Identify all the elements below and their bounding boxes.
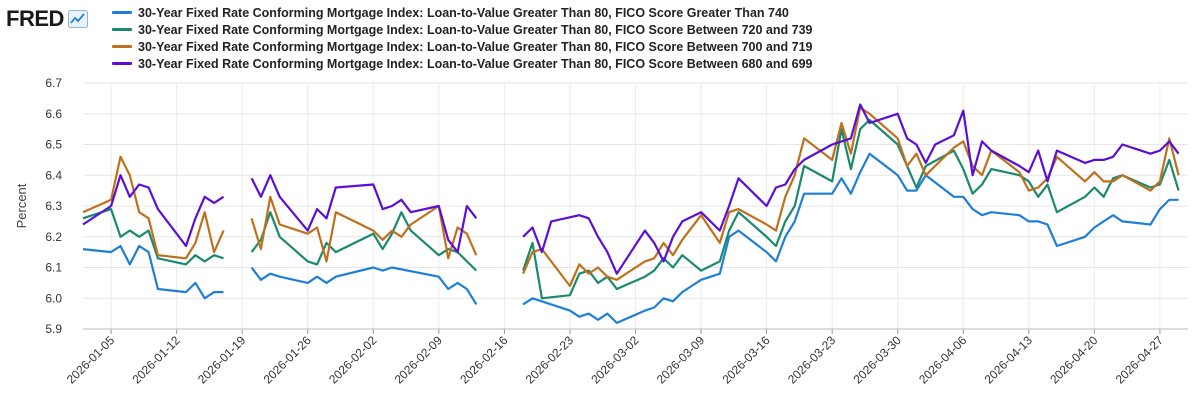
series-line-4 (82, 103, 1180, 275)
series-segment[interactable] (82, 174, 225, 248)
series-segment[interactable] (82, 155, 225, 260)
series-line-3 (82, 106, 1180, 288)
legend-label: 30-Year Fixed Rate Conforming Mortgage I… (138, 22, 813, 37)
y-tick-label: 6.2 (45, 230, 62, 244)
legend-swatch (112, 28, 132, 31)
y-tick-label: 6.0 (45, 291, 62, 305)
legend-swatch (112, 45, 132, 48)
y-tick-label: 6.7 (45, 76, 62, 90)
x-axis: 2026-01-05 2026-01-12 2026-01-19 2026-01-26… (64, 328, 1188, 387)
legend-item[interactable]: 30-Year Fixed Rate Conforming Mortgage I… (112, 4, 812, 21)
legend-label: 30-Year Fixed Rate Conforming Mortgage I… (138, 5, 789, 20)
x-tick-label: 2026-01-12 (129, 333, 183, 387)
x-tick-label: 2026-02-16 (457, 333, 511, 387)
y-tick-label: 6.3 (45, 199, 62, 213)
x-tick-label: 2026-02-02 (326, 333, 380, 387)
x-tick-label: 2026-04-13 (982, 333, 1036, 387)
x-tick-label: 2026-01-19 (195, 333, 249, 387)
series-segment[interactable] (82, 244, 224, 300)
series-segment[interactable] (250, 195, 478, 263)
series-segment[interactable] (522, 118, 1180, 300)
y-tick-label: 6.5 (45, 138, 62, 152)
legend-swatch (112, 62, 132, 65)
y-axis: 5.9 6.0 6.1 6.2 6.3 6.4 6.5 6.6 6.7 (45, 76, 62, 336)
x-tick-label: 2026-04-27 (1113, 333, 1167, 387)
series-segment[interactable] (522, 103, 1180, 275)
fred-logo[interactable]: FRED (6, 6, 88, 32)
chart-header: FRED 30-Year Fixed Rate Conforming Mortg… (0, 0, 1200, 84)
series-segment[interactable] (250, 266, 478, 305)
y-tick-label: 6.1 (45, 261, 62, 275)
x-tick-label: 2026-03-16 (719, 333, 773, 387)
chart-series (82, 103, 1180, 324)
series-segment[interactable] (522, 106, 1180, 288)
y-tick-label: 5.9 (45, 322, 62, 336)
legend-label: 30-Year Fixed Rate Conforming Mortgage I… (138, 39, 813, 54)
y-tick-label: 6.6 (45, 107, 62, 121)
series-line-1 (82, 152, 1179, 324)
legend-item[interactable]: 30-Year Fixed Rate Conforming Mortgage I… (112, 55, 812, 72)
x-tick-label: 2026-03-30 (851, 333, 905, 387)
chart-legend: 30-Year Fixed Rate Conforming Mortgage I… (112, 4, 812, 72)
y-axis-label: Percent (14, 183, 29, 228)
x-tick-label: 2026-04-20 (1047, 333, 1101, 387)
line-chart-icon (67, 10, 88, 28)
legend-item[interactable]: 30-Year Fixed Rate Conforming Mortgage I… (112, 21, 812, 38)
x-tick-label: 2026-02-09 (392, 333, 446, 387)
x-tick-label: 2026-01-05 (64, 333, 118, 387)
legend-label: 30-Year Fixed Rate Conforming Mortgage I… (138, 56, 813, 71)
x-tick-label: 2026-03-09 (654, 333, 708, 387)
series-segment[interactable] (522, 152, 1179, 324)
x-tick-label: 2026-03-02 (588, 333, 642, 387)
x-tick-label: 2026-04-06 (916, 333, 970, 387)
legend-item[interactable]: 30-Year Fixed Rate Conforming Mortgage I… (112, 38, 812, 55)
x-tick-label: 2026-02-23 (523, 333, 577, 387)
legend-swatch (112, 11, 132, 14)
fred-logo-text: FRED (6, 6, 64, 31)
series-segment[interactable] (82, 208, 224, 266)
x-tick-label: 2026-03-23 (785, 333, 839, 387)
series-segment[interactable] (250, 174, 478, 254)
x-tick-label: 2026-01-26 (261, 333, 315, 387)
y-tick-label: 6.4 (45, 168, 62, 182)
